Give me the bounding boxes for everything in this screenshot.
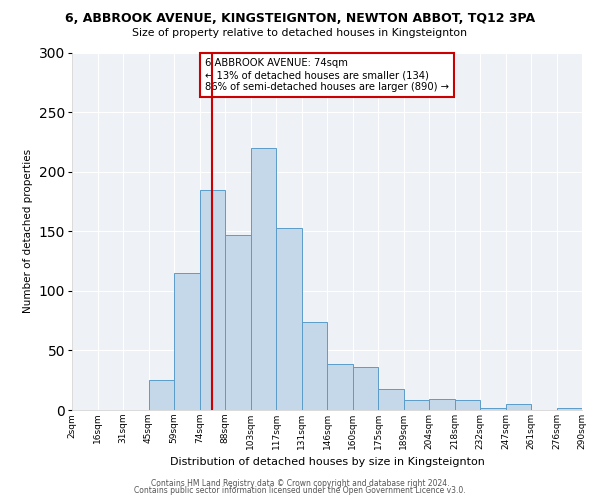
Bar <box>455 400 480 410</box>
Bar <box>251 148 276 410</box>
Bar <box>302 322 327 410</box>
Bar <box>174 273 199 410</box>
Bar <box>353 367 378 410</box>
Bar <box>149 380 174 410</box>
Text: 6 ABBROOK AVENUE: 74sqm
← 13% of detached houses are smaller (134)
86% of semi-d: 6 ABBROOK AVENUE: 74sqm ← 13% of detache… <box>205 58 449 92</box>
Bar <box>429 400 455 410</box>
Bar <box>404 400 429 410</box>
Bar <box>557 408 582 410</box>
Text: Contains public sector information licensed under the Open Government Licence v3: Contains public sector information licen… <box>134 486 466 495</box>
Bar <box>480 408 505 410</box>
Bar <box>327 364 353 410</box>
X-axis label: Distribution of detached houses by size in Kingsteignton: Distribution of detached houses by size … <box>170 458 484 468</box>
Text: 6, ABBROOK AVENUE, KINGSTEIGNTON, NEWTON ABBOT, TQ12 3PA: 6, ABBROOK AVENUE, KINGSTEIGNTON, NEWTON… <box>65 12 535 26</box>
Bar <box>378 388 404 410</box>
Y-axis label: Number of detached properties: Number of detached properties <box>23 149 33 314</box>
Bar <box>276 228 302 410</box>
Bar <box>505 404 531 410</box>
Bar <box>225 235 251 410</box>
Text: Contains HM Land Registry data © Crown copyright and database right 2024.: Contains HM Land Registry data © Crown c… <box>151 478 449 488</box>
Bar <box>199 190 225 410</box>
Text: Size of property relative to detached houses in Kingsteignton: Size of property relative to detached ho… <box>133 28 467 38</box>
